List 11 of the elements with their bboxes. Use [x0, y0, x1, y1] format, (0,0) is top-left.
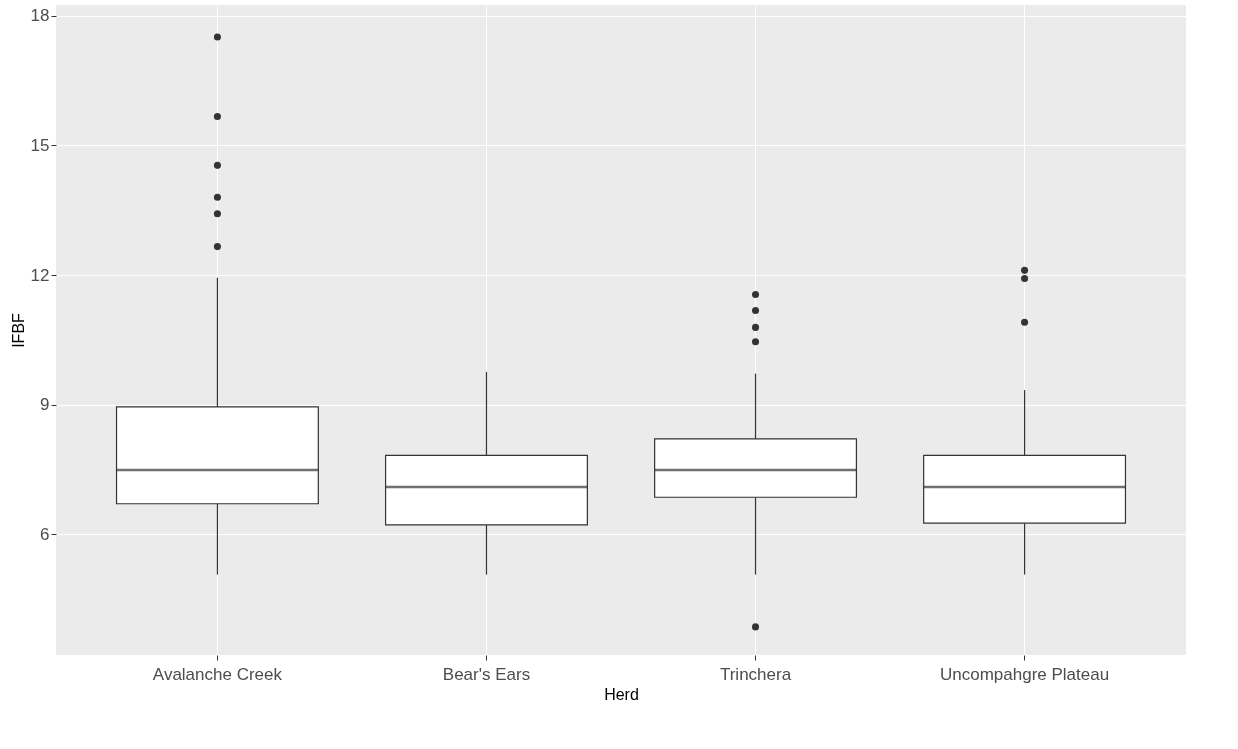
x-tick-label: Avalanche Creek: [152, 664, 283, 684]
y-tick-label: 15: [30, 135, 50, 155]
x-axis-title: Herd: [604, 685, 639, 703]
y-tick-label: 12: [30, 265, 50, 285]
y-tick-label: 9: [40, 395, 50, 415]
x-tick-label: Trinchera: [719, 664, 792, 684]
y-tick-label: 6: [40, 524, 50, 544]
x-tick-label: Bear's Ears: [442, 664, 531, 684]
y-axis-title: IFBF: [9, 312, 27, 348]
x-tick-label: Uncompahgre Plateau: [939, 664, 1110, 684]
y-tick-label: 18: [30, 6, 50, 26]
